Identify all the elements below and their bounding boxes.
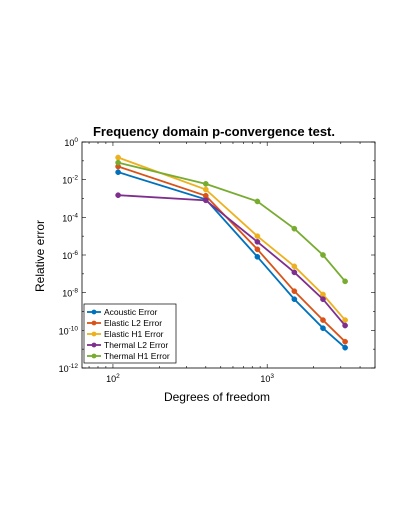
y-tick-label: 10-10	[59, 325, 79, 336]
x-tick-label: 103	[260, 373, 274, 384]
data-point	[320, 296, 326, 303]
data-point	[342, 317, 348, 323]
data-point	[202, 197, 209, 204]
data-point	[291, 263, 298, 270]
data-point	[320, 317, 326, 323]
legend-marker	[91, 353, 97, 359]
legend-item: Elastic L2 Error	[87, 318, 162, 328]
legend-label: Thermal L2 Error	[104, 340, 168, 350]
legend-marker	[91, 309, 97, 315]
y-tick-label: 10-12	[59, 363, 79, 374]
data-point	[254, 238, 261, 245]
data-point	[291, 269, 298, 276]
data-point	[342, 344, 348, 351]
legend-item: Thermal H1 Error	[87, 351, 170, 361]
y-axis-ticks: 100 10-2 10-4 10-6 10-8 10-10 10-12	[59, 137, 375, 374]
legend-label: Elastic L2 Error	[104, 318, 162, 328]
series-elastic-l2-error	[115, 163, 348, 345]
y-tick-label: 10-2	[62, 175, 78, 186]
y-tick-label: 10-8	[62, 288, 78, 299]
legend-item: Elastic H1 Error	[87, 329, 164, 339]
x-axis-ticks: 102 103	[88, 142, 376, 384]
data-point	[342, 278, 348, 285]
data-point	[115, 154, 121, 161]
series-layer	[115, 154, 348, 351]
series-line	[117, 165, 346, 343]
series-thermal-l2-error	[115, 192, 348, 329]
legend-label: Thermal H1 Error	[104, 351, 170, 361]
series-line	[117, 161, 346, 282]
data-point	[320, 325, 326, 332]
legend-marker	[91, 342, 97, 348]
data-point	[291, 225, 298, 232]
x-tick-label: 102	[106, 373, 120, 384]
chart-title: Frequency domain p-convergence test.	[93, 124, 335, 139]
data-point	[254, 253, 261, 260]
series-line	[117, 171, 346, 349]
legend-item: Acoustic Error	[87, 307, 158, 317]
data-point	[291, 288, 298, 295]
data-point	[202, 180, 209, 187]
legend-marker	[91, 331, 97, 337]
y-tick-label: 100	[64, 137, 78, 148]
data-point	[342, 322, 348, 329]
data-point	[291, 296, 298, 303]
data-point	[254, 233, 261, 240]
series-thermal-h1-error	[115, 159, 348, 285]
legend-item: Thermal L2 Error	[87, 340, 168, 350]
x-axis-label: Degrees of freedom	[164, 390, 270, 404]
data-point	[320, 252, 326, 258]
data-point	[115, 159, 121, 166]
series-line	[117, 156, 346, 321]
y-tick-label: 10-6	[62, 250, 78, 261]
series-elastic-h1-error	[115, 154, 348, 323]
data-point	[342, 338, 348, 345]
legend-label: Elastic H1 Error	[104, 329, 164, 339]
data-point	[254, 198, 261, 205]
data-point	[254, 246, 261, 253]
y-axis-label: Relative error	[33, 220, 47, 292]
data-point	[115, 192, 121, 199]
legend-marker	[91, 320, 97, 326]
series-line	[118, 194, 346, 327]
y-tick-label: 10-4	[62, 212, 78, 223]
data-point	[202, 186, 209, 193]
legend-label: Acoustic Error	[104, 307, 158, 317]
data-point	[115, 169, 121, 176]
